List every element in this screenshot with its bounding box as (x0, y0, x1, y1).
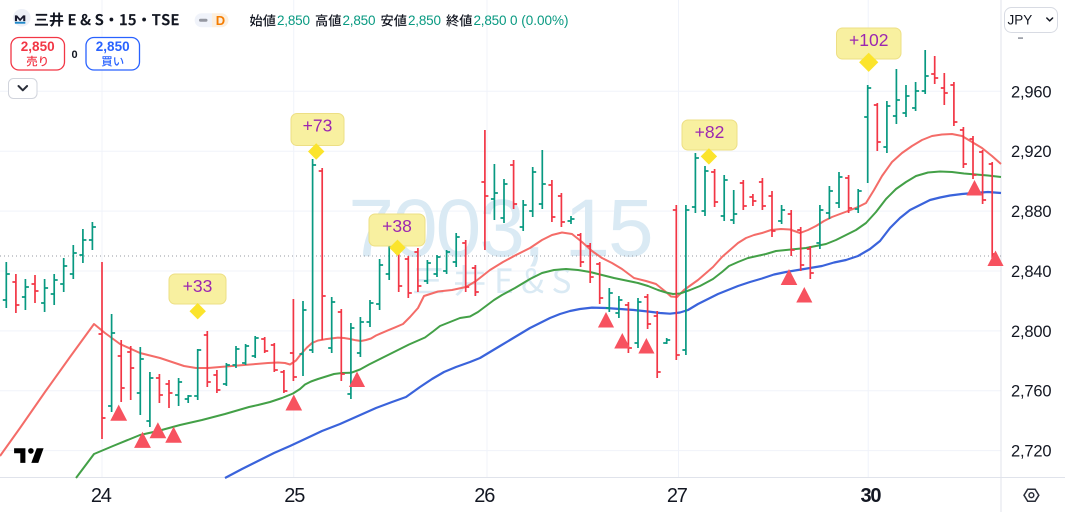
svg-text:2,960: 2,960 (1011, 83, 1051, 101)
svg-text:0 (0.00%): 0 (0.00%) (510, 13, 569, 28)
svg-text:26: 26 (474, 485, 495, 507)
svg-text:+82: +82 (695, 122, 725, 142)
svg-text:25: 25 (284, 485, 305, 507)
svg-text:D: D (216, 13, 225, 28)
svg-text:2,850: 2,850 (408, 13, 441, 28)
svg-text:JPY: JPY (1008, 12, 1033, 27)
svg-text:0: 0 (71, 49, 77, 61)
svg-text:2,840: 2,840 (1011, 263, 1051, 281)
svg-text:2,850: 2,850 (277, 13, 310, 28)
svg-text:2,760: 2,760 (1011, 383, 1051, 401)
svg-text:2,880: 2,880 (1011, 203, 1051, 221)
svg-text:2,850: 2,850 (474, 13, 507, 28)
svg-text:2,800: 2,800 (1011, 323, 1051, 341)
svg-text:24: 24 (91, 485, 112, 507)
svg-text:+73: +73 (303, 115, 333, 135)
svg-text:2,850: 2,850 (21, 39, 55, 54)
svg-text:2,920: 2,920 (1011, 143, 1051, 161)
svg-text:30: 30 (860, 485, 881, 507)
svg-text:27: 27 (667, 485, 688, 507)
svg-text:+33: +33 (183, 276, 213, 296)
svg-text:2,850: 2,850 (343, 13, 376, 28)
svg-text:2,720: 2,720 (1011, 443, 1051, 461)
svg-text:+38: +38 (382, 216, 412, 236)
svg-text:2,850: 2,850 (96, 39, 130, 54)
svg-text:+102: +102 (849, 30, 888, 50)
